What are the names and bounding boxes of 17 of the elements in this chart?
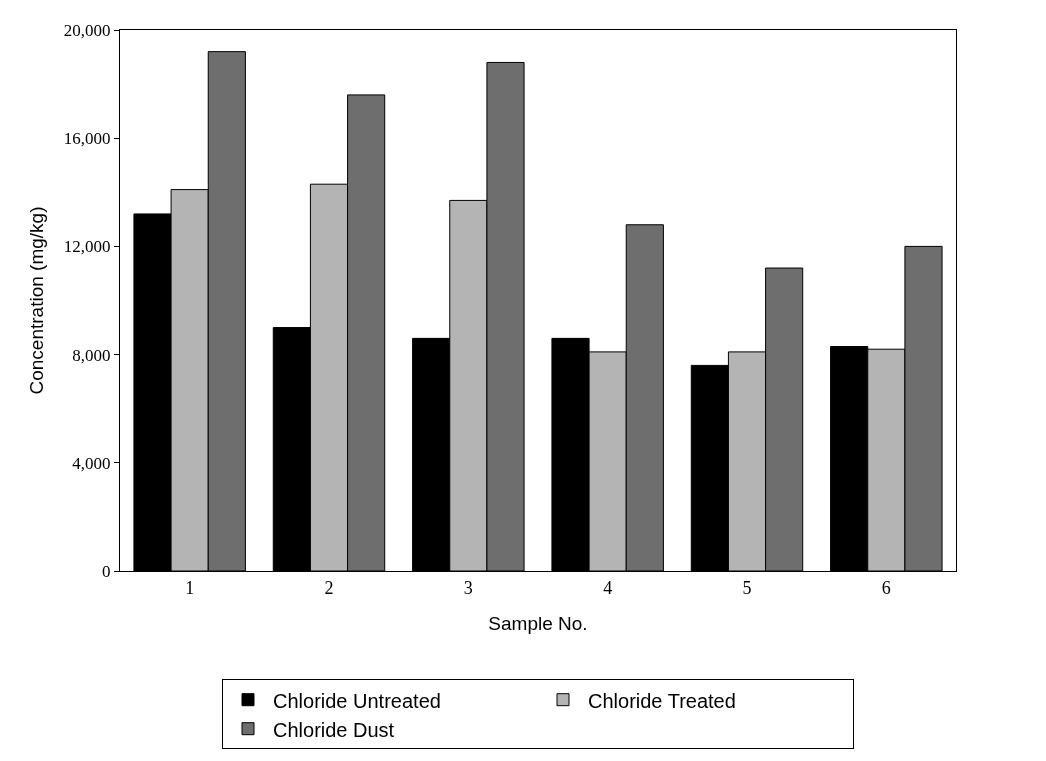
- x-tick-label: 3: [463, 577, 473, 598]
- legend-label: Chloride Dust: [273, 718, 395, 741]
- y-tick-label: 16,000: [63, 129, 111, 149]
- y-tick-label: 4,000: [72, 453, 111, 473]
- y-tick-label: 12,000: [63, 237, 111, 257]
- y-tick-label: 20,000: [63, 20, 111, 40]
- x-tick-label: 4: [603, 577, 613, 598]
- x-tick-label: 2: [324, 577, 334, 598]
- x-axis-title: Sample No.: [488, 613, 588, 635]
- y-tick-label: 8,000: [72, 345, 111, 365]
- x-tick-label: 6: [881, 577, 891, 598]
- x-tick-label: 5: [742, 577, 752, 598]
- legend-label: Chloride Untreated: [273, 689, 441, 712]
- legend-label: Chloride Treated: [588, 689, 736, 712]
- x-tick-label: 1: [185, 577, 195, 598]
- y-tick-label: 0: [102, 561, 111, 581]
- y-axis-title: Concentration (mg/kg): [25, 206, 47, 395]
